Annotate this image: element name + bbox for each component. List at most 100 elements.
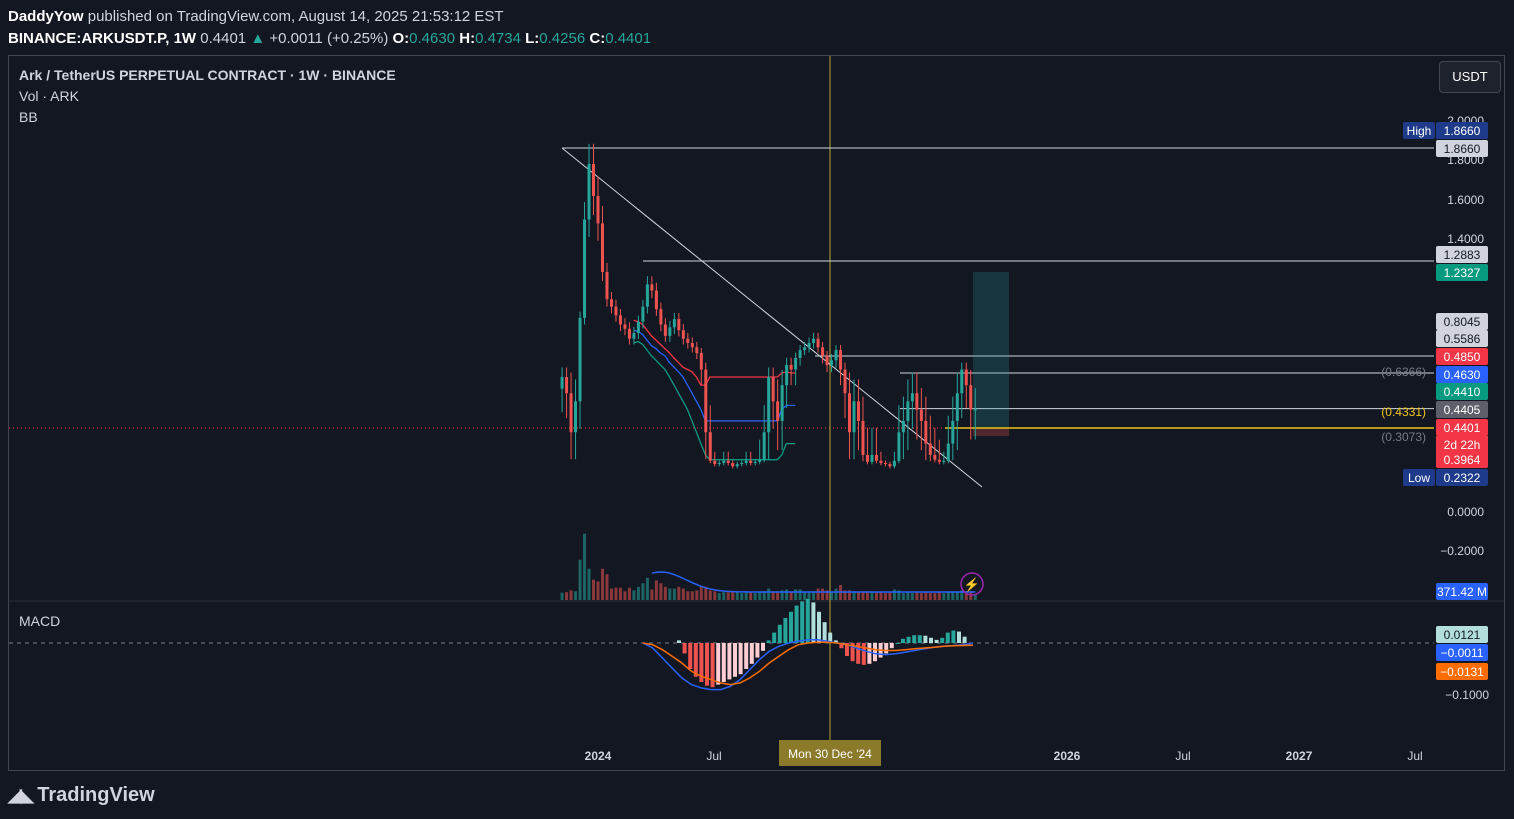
chart-title: Ark / TetherUS PERPETUAL CONTRACT · 1W ·… — [19, 67, 396, 83]
candle — [771, 377, 775, 402]
author-name[interactable]: DaddyYow — [8, 8, 84, 25]
candle — [812, 338, 816, 343]
publish-header: DaddyYow published on TradingView.com, A… — [8, 6, 651, 50]
volume-bar — [951, 592, 955, 600]
candle — [614, 306, 618, 316]
macd-histogram-bar — [733, 643, 737, 677]
macd-histogram-bar — [895, 643, 900, 644]
candle — [955, 393, 959, 421]
volume-bar — [699, 586, 703, 600]
candle — [605, 271, 609, 300]
macd-legend[interactable]: MACD — [19, 613, 61, 629]
price-tag: High — [1407, 124, 1432, 138]
macd-histogram-bar — [738, 643, 743, 675]
price-label: 0.3964 — [1444, 453, 1481, 467]
macd-histogram-bar — [777, 624, 782, 643]
bb-legend[interactable]: BB — [19, 109, 38, 125]
macd-histogram-bar — [811, 602, 816, 643]
volume-bar — [794, 589, 798, 600]
price-label: 0.4410 — [1444, 385, 1481, 399]
candle — [915, 393, 919, 410]
volume-bar — [825, 590, 829, 600]
macd-histogram-bar — [884, 643, 889, 654]
volume-bar — [906, 592, 910, 600]
symbol-label: BINANCE:ARKUSDT.P, 1W — [8, 30, 197, 47]
macd-value-box — [1436, 626, 1488, 643]
volume-bar — [865, 591, 869, 600]
volume-bar — [830, 592, 834, 600]
price-label-box — [1436, 140, 1488, 157]
candle — [816, 338, 820, 348]
price-label: 0.2322 — [1444, 471, 1481, 485]
candle — [879, 460, 883, 463]
price-tick: −0.2000 — [1440, 544, 1484, 558]
candle — [650, 284, 654, 291]
price-labels: 1.8660 High 1.8660 1.2883 1.2327 0.8045 0.5586… — [960, 122, 1488, 680]
bollinger-bands — [633, 319, 796, 461]
volume-bar — [762, 591, 766, 600]
time-tick: 2026 — [1054, 749, 1081, 763]
volume-bar — [713, 591, 717, 600]
volume-bar — [708, 590, 712, 600]
price-label: 1.8660 — [1444, 124, 1481, 138]
candle — [762, 432, 766, 460]
volume-bar — [650, 589, 654, 600]
macd-histogram-bar — [945, 632, 950, 643]
volume-bar — [767, 588, 771, 600]
candle — [731, 462, 735, 467]
volume-bar — [565, 592, 569, 600]
volume-bar — [641, 583, 645, 600]
candle — [767, 377, 771, 433]
candle — [686, 338, 690, 343]
volume-bar — [609, 588, 613, 600]
signal-line — [642, 641, 974, 686]
price-label-box — [1436, 122, 1488, 139]
price-label: 1.8660 — [1444, 142, 1481, 156]
volume-bar — [726, 592, 730, 600]
macd-histogram-bar — [744, 643, 749, 669]
volume-bar — [852, 591, 856, 600]
macd-histogram-bar — [934, 639, 939, 643]
price-label: 1.2327 — [1444, 266, 1481, 280]
candle — [717, 462, 721, 465]
volume-bar — [892, 589, 896, 600]
volume-bar — [627, 587, 631, 600]
time-tick: 2024 — [585, 749, 612, 763]
close-label: C: — [589, 30, 606, 47]
tradingview-logo[interactable]: ◢◣ TradingView — [8, 784, 155, 807]
macd-value-label: −0.0131 — [1440, 665, 1484, 679]
price-label: 0.4401 — [1444, 421, 1481, 435]
candle — [892, 460, 896, 467]
price-label: 0.8045 — [1444, 315, 1481, 329]
macd-histogram-bar — [766, 640, 771, 643]
volume-bar — [888, 592, 892, 600]
volume-bar — [942, 593, 946, 600]
candle — [677, 319, 681, 331]
candle — [695, 347, 699, 353]
candle — [722, 460, 726, 463]
volume-bar — [933, 593, 937, 600]
price-label: 371.42 M — [1437, 585, 1487, 599]
volume-bar — [955, 591, 959, 600]
volume-bar — [677, 586, 681, 600]
candle — [852, 401, 856, 433]
last-price: 0.4401 — [200, 30, 247, 47]
publish-line: DaddyYow published on TradingView.com, A… — [8, 6, 651, 28]
time-tick: Jul — [706, 749, 721, 763]
currency-button[interactable]: USDT — [1439, 61, 1501, 93]
volume-bar — [578, 559, 582, 600]
macd-histogram-bar — [917, 635, 922, 643]
ohlc-line: BINANCE:ARKUSDT.P, 1W 0.4401 ▲ +0.0011 (… — [8, 28, 651, 50]
crosshair-date-box — [779, 740, 881, 766]
macd-histogram-bar — [721, 643, 726, 682]
volume-bar — [883, 593, 887, 600]
candle — [659, 309, 663, 325]
volume-bar — [744, 592, 748, 600]
price-label-box — [1436, 469, 1488, 486]
candle — [780, 385, 784, 421]
range-label: (0.4331) — [1381, 405, 1426, 419]
candle — [861, 420, 865, 455]
volume-legend[interactable]: Vol · ARK — [19, 88, 79, 104]
volume-bar — [897, 590, 901, 600]
